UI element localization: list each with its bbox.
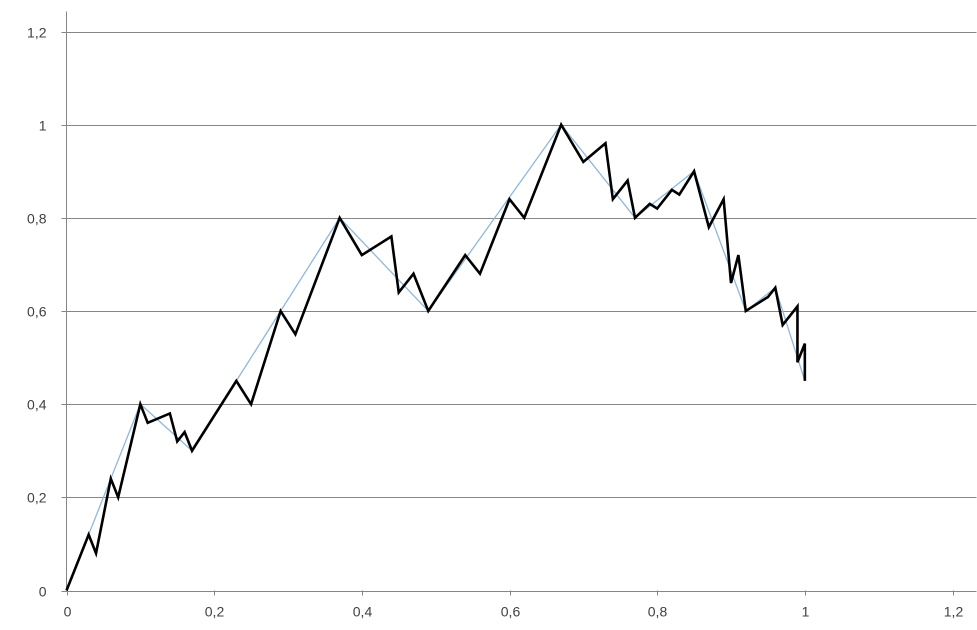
y-tick-label: 0,4	[27, 397, 47, 413]
gridlines	[66, 32, 977, 498]
series-line-blue	[65, 123, 806, 591]
axes	[61, 11, 977, 596]
y-tick-label: 0,6	[27, 304, 47, 320]
y-tick-label: 0,8	[27, 211, 47, 227]
y-tick-label: 0	[39, 584, 47, 600]
series-lines	[65, 121, 807, 591]
x-tick-label: 0,4	[353, 604, 373, 620]
x-tick-label: 0,2	[205, 604, 225, 620]
x-tick-label: 1	[802, 604, 810, 620]
x-tick-label: 0,6	[501, 604, 521, 620]
series-line-black	[65, 121, 807, 591]
x-tick-label: 1,2	[944, 604, 964, 620]
x-tick-label: 0	[64, 604, 72, 620]
y-tick-label: 1	[39, 118, 47, 134]
y-tick-label: 1,2	[27, 25, 47, 41]
tick-labels: 0 0,2 0,4 0,6 0,8 1 1,2 0 0,2 0,4 0,6 0,8 1 1,2	[27, 25, 963, 620]
y-tick-label: 0,2	[27, 490, 47, 506]
x-tick-label: 0,8	[648, 604, 668, 620]
